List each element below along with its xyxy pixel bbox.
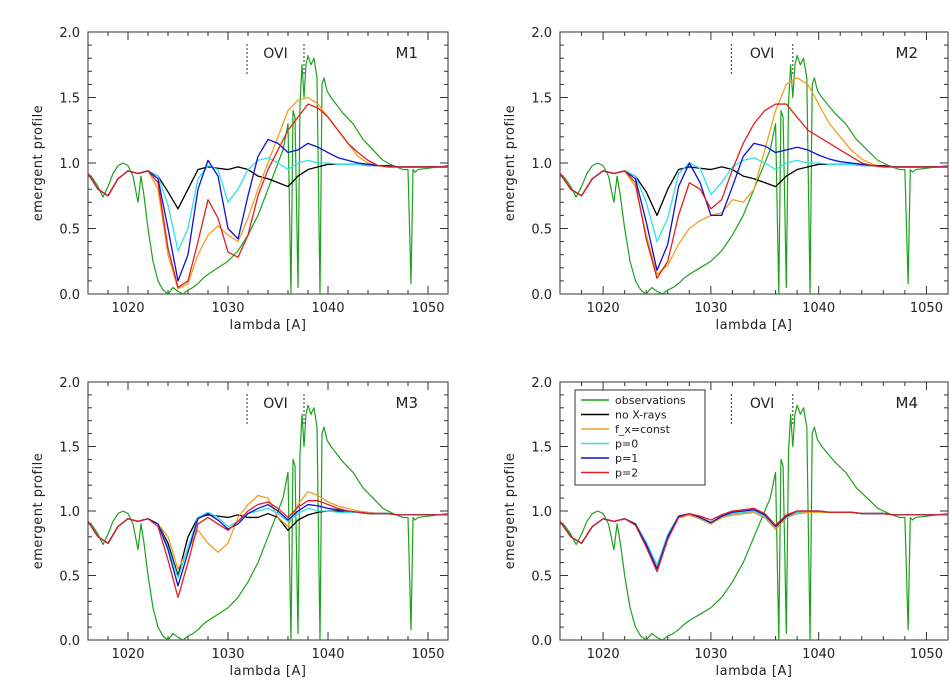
series-p-0 xyxy=(88,157,448,252)
series-p-0 xyxy=(560,157,948,243)
y-tick-label: 2.0 xyxy=(531,376,552,391)
series-group xyxy=(560,404,948,640)
y-tick-label: 0.5 xyxy=(531,223,552,238)
series-p-2 xyxy=(560,103,948,279)
legend-entry: p=2 xyxy=(615,467,638,480)
series-observations xyxy=(88,404,448,640)
y-axis-label: emergent profile xyxy=(31,105,46,222)
x-tick-label: 1030 xyxy=(211,301,244,316)
x-tick-label: 1040 xyxy=(802,301,835,316)
panel-m4: 1020 1030 1040 1050 0.0 0.5 1.0 1.5 2.0 lambda [A… xyxy=(503,376,949,679)
x-tick-label: 1050 xyxy=(910,647,943,662)
y-tick-label: 2.0 xyxy=(59,26,80,41)
series-observations xyxy=(560,404,948,640)
y-tick-label: 0.5 xyxy=(59,223,80,238)
series-group xyxy=(88,54,448,294)
x-tick-label: 1020 xyxy=(111,647,144,662)
y-axis-label: emergent profile xyxy=(503,453,518,570)
series-p-0 xyxy=(88,507,448,579)
y-tick-label: 2.0 xyxy=(531,26,552,41)
panel-label: M4 xyxy=(896,394,919,412)
series-p-2 xyxy=(560,507,948,573)
x-axis-label: lambda [A] xyxy=(716,318,793,333)
y-tick-label: 1.5 xyxy=(59,441,80,456)
series-f-x-const xyxy=(88,96,448,290)
y-tick-label: 0.5 xyxy=(531,570,552,585)
series-group xyxy=(560,54,948,294)
y-tick-label: 0.0 xyxy=(59,634,80,649)
x-axis-label: lambda [A] xyxy=(230,664,307,679)
x-tick-label: 1040 xyxy=(802,647,835,662)
legend-box xyxy=(574,389,706,486)
y-tick-label: 1.5 xyxy=(531,92,552,107)
y-tick-label: 2.0 xyxy=(59,376,80,391)
y-tick-label: 1.5 xyxy=(531,441,552,456)
x-axis-label: lambda [A] xyxy=(230,318,307,333)
panel-label: M1 xyxy=(396,44,419,62)
series-p-1 xyxy=(88,503,448,587)
x-tick-label: 1030 xyxy=(211,647,244,662)
legend-entry: no X-rays xyxy=(615,409,667,422)
x-tick-label: 1030 xyxy=(694,647,727,662)
x-axis-label: lambda [A] xyxy=(716,664,793,679)
x-tick-label: 1030 xyxy=(694,301,727,316)
x-tick-label: 1020 xyxy=(587,301,620,316)
plot-frame xyxy=(87,381,449,641)
series-p-1 xyxy=(560,509,948,570)
series-p-1 xyxy=(88,138,448,282)
y-tick-label: 1.0 xyxy=(59,157,80,172)
legend-entry: p=0 xyxy=(615,438,638,451)
y-axis-label: emergent profile xyxy=(31,453,46,570)
series-p-2 xyxy=(88,103,448,289)
y-tick-label: 1.5 xyxy=(59,92,80,107)
plot-frame xyxy=(559,31,949,295)
x-tick-label: 1050 xyxy=(411,647,444,662)
panel-label: M2 xyxy=(896,44,919,62)
x-tick-label: 1050 xyxy=(411,301,444,316)
x-tick-label: 1040 xyxy=(311,647,344,662)
ovi-label: OVI xyxy=(750,46,774,62)
legend-entry: p=1 xyxy=(615,452,638,465)
ovi-label: OVI xyxy=(263,396,287,412)
series-observations xyxy=(88,54,448,294)
ovi-label: OVI xyxy=(750,396,774,412)
series-observations xyxy=(560,54,948,294)
y-tick-label: 0.0 xyxy=(531,634,552,649)
y-tick-label: 0.0 xyxy=(531,288,552,303)
panel-m3: 1020 1030 1040 1050 0.0 0.5 1.0 1.5 2.0 lambda [A… xyxy=(31,376,449,679)
y-axis-label: emergent profile xyxy=(503,105,518,222)
series-p-1 xyxy=(560,142,948,272)
series-group xyxy=(88,404,448,640)
panel-m2: 1020 1030 1040 1050 0.0 0.5 1.0 1.5 2.0 lambda [A… xyxy=(503,26,949,333)
y-tick-label: 1.0 xyxy=(531,157,552,172)
panel-label: M3 xyxy=(396,394,419,412)
panel-m1: 1020 1030 1040 1050 0.0 0.5 1.0 1.5 2.0 lambda [A… xyxy=(31,26,449,333)
ovi-label: OVI xyxy=(263,46,287,62)
y-tick-label: 1.0 xyxy=(531,505,552,520)
y-tick-label: 0.5 xyxy=(59,570,80,585)
legend-entry: f_x=const xyxy=(615,423,671,436)
legend-entry: observations xyxy=(615,394,686,407)
x-tick-label: 1020 xyxy=(587,647,620,662)
series-f-x-const xyxy=(560,77,948,276)
x-tick-label: 1020 xyxy=(111,301,144,316)
x-tick-label: 1040 xyxy=(311,301,344,316)
y-tick-label: 1.0 xyxy=(59,505,80,520)
x-tick-label: 1050 xyxy=(910,301,943,316)
y-tick-label: 0.0 xyxy=(59,288,80,303)
series-p-2 xyxy=(88,500,448,599)
